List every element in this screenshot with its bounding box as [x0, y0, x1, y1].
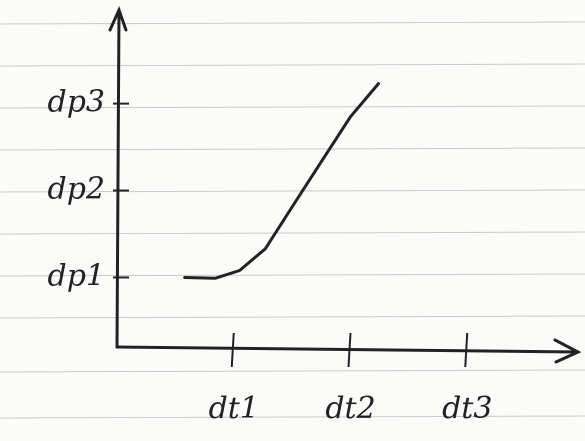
x-tick: [465, 333, 467, 367]
paper-lines: [0, 22, 585, 418]
chart: dp1 dp2 dp3 dt1 dt2 dt3: [0, 0, 585, 441]
y-tick-label: dp2: [48, 172, 106, 207]
page: {"chart_data": {"type": "line", "x": [0.…: [0, 0, 585, 441]
axes: [110, 10, 578, 362]
curve: [185, 84, 379, 279]
x-tick: [349, 333, 351, 367]
x-tick-label: dt2: [325, 391, 375, 426]
x-tick-label: dt3: [442, 391, 492, 426]
x-tick: [232, 333, 234, 367]
y-tick-label: dp3: [48, 85, 106, 120]
x-tick-label: dt1: [209, 391, 259, 426]
y-tick-label: dp1: [48, 258, 106, 293]
